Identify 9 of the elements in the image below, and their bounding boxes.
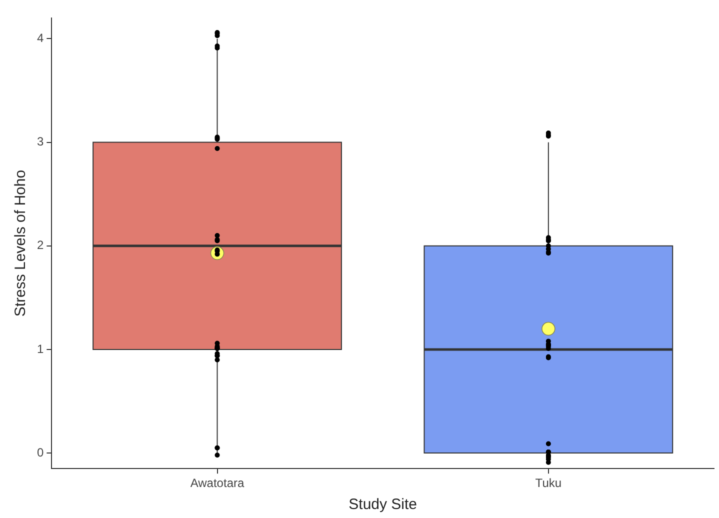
y-tick-label: 0 bbox=[36, 445, 44, 460]
y-tick-label: 2 bbox=[36, 238, 44, 252]
x-tick-label: Tuku bbox=[535, 476, 562, 490]
y-axis-title: Stress Levels of Hoho bbox=[12, 170, 30, 317]
x-tick-label: Awatotara bbox=[190, 476, 244, 490]
x-axis-title: Study Site bbox=[348, 496, 418, 514]
y-tick-label: 3 bbox=[36, 134, 44, 149]
y-tick-label: 4 bbox=[36, 31, 44, 46]
y-tick-label: 1 bbox=[36, 342, 44, 356]
